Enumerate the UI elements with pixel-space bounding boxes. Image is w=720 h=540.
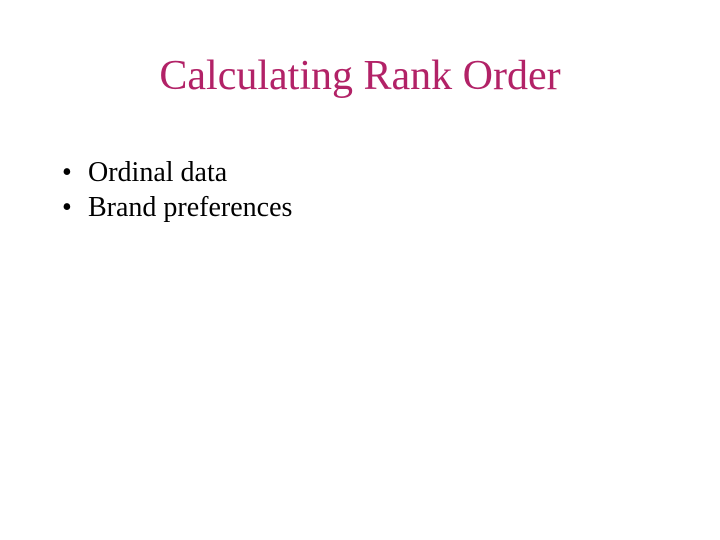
bullet-text: Ordinal data	[88, 157, 227, 188]
list-item: Ordinal data	[62, 155, 292, 190]
list-item: Brand preferences	[62, 190, 292, 225]
slide: Calculating Rank Order Ordinal data Bran…	[0, 0, 720, 540]
bullet-text: Brand preferences	[88, 192, 292, 223]
bullet-list: Ordinal data Brand preferences	[62, 155, 292, 225]
slide-title: Calculating Rank Order	[0, 52, 720, 100]
